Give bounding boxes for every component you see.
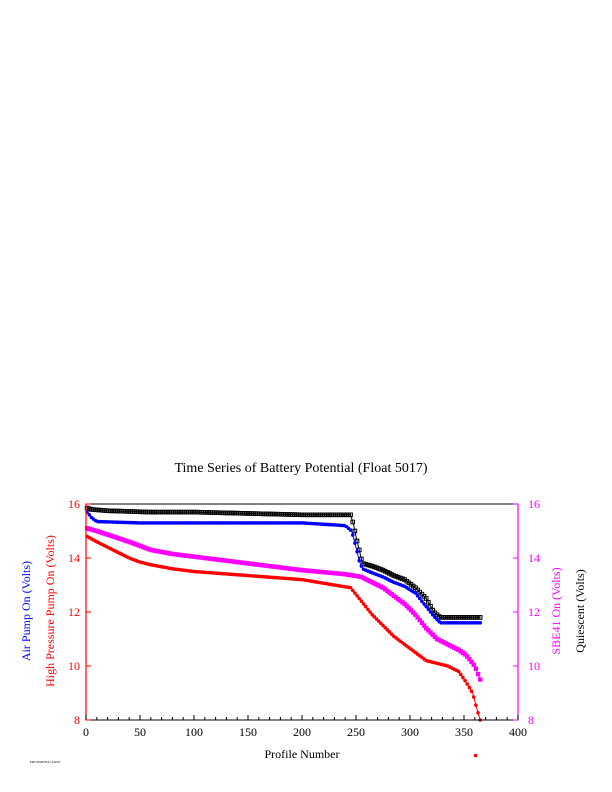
data-point [350,588,355,593]
data-point [458,672,463,677]
data-point [353,591,357,595]
x-tick-label: 250 [347,725,365,739]
data-point [430,612,435,617]
data-point [361,602,366,606]
data-point [355,549,359,554]
data-point [467,657,472,662]
data-point [348,512,353,518]
data-point [356,547,362,553]
data-point [426,607,431,612]
left-axis-label-outer: Air Pump On (Volts) [19,561,33,661]
left-axis-label-inner: High Pressure Pump On (Volts) [43,535,57,687]
data-point [417,596,422,601]
footer-marker [474,754,477,757]
data-point [87,513,92,517]
data-point [428,610,433,614]
data-point [348,585,353,590]
data-point [433,615,437,619]
data-point [352,528,358,534]
left-tick-label: 10 [68,659,80,673]
data-point [415,615,420,620]
data-point [478,677,483,682]
left-tick-label: 16 [68,497,80,511]
data-point [413,591,418,595]
data-point [363,604,368,609]
right-tick-label: 16 [528,497,540,511]
data-point [368,610,372,614]
data-point [417,617,422,623]
x-axis-label: Profile Number [265,747,340,761]
data-point [419,620,425,625]
series-2 [84,526,483,682]
data-point [435,617,439,622]
data-point [350,519,356,525]
right-tick-label: 8 [528,713,534,727]
right-axis-label-inner: SBE41 On (Volts) [549,567,563,654]
data-point [474,703,478,707]
data-point [476,711,480,715]
data-point [353,541,357,545]
data-point [359,599,364,603]
data-point [355,594,359,598]
data-point [463,678,467,683]
plot-frame [85,503,519,721]
data-point [475,671,481,677]
data-point [471,662,476,667]
x-tick-label: 100 [185,725,203,739]
right-tick-label: 14 [528,551,540,565]
x-tick-label: 350 [455,725,473,739]
series-1 [85,510,483,625]
x-tick-label: 300 [401,725,419,739]
data-point [348,528,353,532]
data-point [471,695,476,699]
data-point [461,675,465,680]
x-tick-label: 400 [509,725,527,739]
data-point [359,556,364,562]
data-point [456,669,461,674]
footer-stamp: FMUTIMESEA 1234567 [30,760,61,764]
series-3 [85,534,483,722]
left-tick-label: 8 [74,713,80,727]
data-point [477,615,483,620]
right-tick-label: 12 [528,605,540,619]
series-0 [84,505,483,620]
data-point [469,689,474,693]
data-point [415,594,420,598]
data-point [422,602,426,606]
data-point [366,607,370,612]
data-point [478,621,483,625]
data-point [467,685,472,690]
x-tick-label: 200 [293,725,311,739]
right-tick-label: 10 [528,659,540,673]
left-tick-label: 12 [68,605,80,619]
data-point [420,599,424,603]
x-tick-label: 50 [134,725,146,739]
data-point [357,596,362,601]
right-axis-label-outer: Quiescent (Volts) [573,569,587,652]
data-point [357,558,362,563]
data-point [473,666,479,671]
data-point [424,604,429,609]
data-point [413,612,418,617]
data-point [465,682,470,686]
x-tick-label: 150 [239,725,257,739]
x-tick-label: 0 [83,725,89,739]
data-point [421,623,427,628]
chart-title: Time Series of Battery Potential (Float … [174,461,427,476]
data-point [350,533,355,537]
data-point [465,654,470,659]
data-point [354,538,360,544]
data-point [359,564,364,568]
left-tick-label: 14 [68,551,80,565]
data-point [469,659,474,665]
